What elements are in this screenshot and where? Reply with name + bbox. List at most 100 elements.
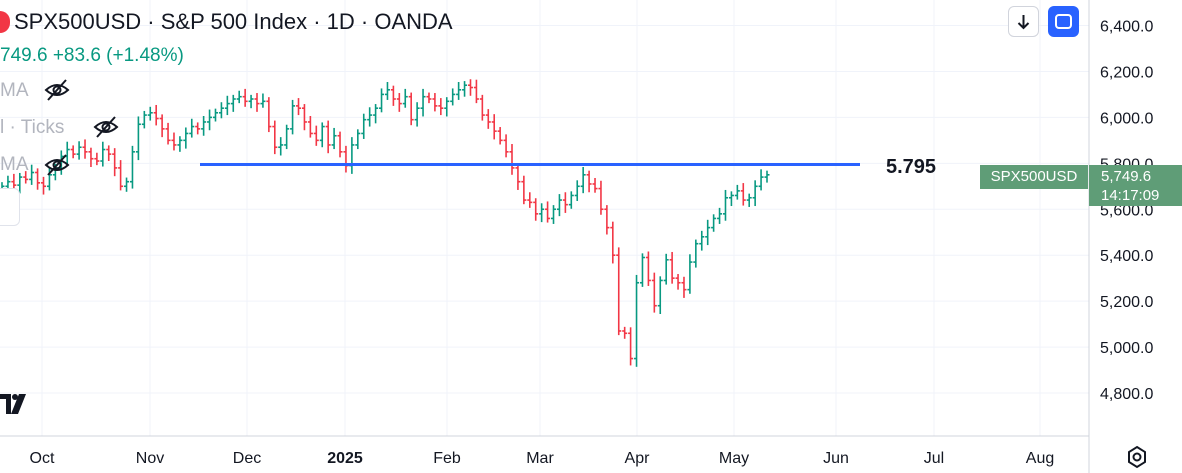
download-button[interactable] <box>1008 6 1039 37</box>
ohlc-bar <box>147 106 153 121</box>
ohlc-bar <box>141 110 147 129</box>
ohlc-bar <box>29 164 35 185</box>
quote-line: 749.6 +83.6 (+1.48%) <box>0 45 184 66</box>
ohlc-bar <box>639 253 645 287</box>
ohlc-bar <box>651 272 657 313</box>
ohlc-bar <box>207 109 213 131</box>
price-tick-label: 5,200.0 <box>1100 294 1153 311</box>
ohlc-bar <box>485 109 491 129</box>
ohlc-bar <box>177 136 183 152</box>
ohlc-bar <box>462 81 468 97</box>
time-tick-label: Dec <box>233 450 261 467</box>
price-tick-label: 6,400.0 <box>1100 19 1153 36</box>
ohlc-bar <box>527 192 533 208</box>
ohlc-bar <box>556 194 562 217</box>
ohlc-bar <box>562 192 568 213</box>
ohlc-bar <box>693 239 699 268</box>
ohlc-bar <box>598 180 604 215</box>
time-tick-label: Oct <box>30 450 55 467</box>
ohlc-bar <box>361 113 367 139</box>
ohlc-bar <box>189 118 195 138</box>
ohlc-bar <box>657 276 663 314</box>
ohlc-bar <box>473 79 479 104</box>
ohlc-bar <box>41 176 47 195</box>
time-tick-label: Jun <box>823 450 849 467</box>
ohlc-bar <box>616 247 622 336</box>
collapse-legend-button[interactable] <box>0 188 20 226</box>
eye-off-icon[interactable] <box>92 115 120 139</box>
eye-off-icon[interactable] <box>43 153 71 177</box>
time-tick-label: Feb <box>433 450 461 467</box>
ohlc-bar <box>551 205 557 224</box>
ohlc-bar <box>355 129 361 150</box>
ohlc-bar <box>70 145 76 159</box>
chart-title: SPX500USD · S&P 500 Index · 1D · OANDA <box>0 9 453 35</box>
indicator-label-3: MA <box>0 154 29 175</box>
ohlc-bar <box>313 125 319 146</box>
fullscreen-icon <box>1055 14 1072 29</box>
ohlc-bar <box>675 274 681 290</box>
ohlc-bar <box>248 94 254 109</box>
ohlc-bar <box>610 221 616 264</box>
ohlc-bar <box>758 169 764 191</box>
arrow-down-icon <box>1017 15 1030 30</box>
price-scale: 4,800.05,000.05,200.05,400.05,600.05,800… <box>1100 19 1153 404</box>
ohlc-bar <box>426 92 432 104</box>
ohlc-bar <box>592 178 598 193</box>
ohlc-bar <box>521 175 527 205</box>
ohlc-bar <box>337 131 343 158</box>
ohlc-bar <box>23 171 29 184</box>
price-tick-label: 6,000.0 <box>1100 110 1153 127</box>
bar-countdown: 14:17:09 <box>1101 187 1160 204</box>
tradingview-logo[interactable] <box>0 392 26 416</box>
ohlc-bar <box>379 88 385 113</box>
ohlc-bar <box>76 141 82 160</box>
ohlc-bar <box>450 88 456 106</box>
ohlc-bar <box>467 79 473 96</box>
ohlc-bar <box>266 97 272 133</box>
ohlc-bar <box>325 120 331 154</box>
ohlc-bar <box>503 134 509 158</box>
ohlc-bar <box>634 274 640 367</box>
time-scale: Oct Nov Dec 2025 Feb Mar Apr May Jun Jul Aug <box>30 450 1055 467</box>
ohlc-bar <box>343 145 349 173</box>
ohlc-bar <box>681 276 687 298</box>
ohlc-bar <box>46 166 52 191</box>
ohlc-bar <box>100 141 106 167</box>
ohlc-bar <box>218 102 224 119</box>
ohlc-bar <box>711 214 717 232</box>
ohlc-bar <box>764 170 770 183</box>
ohlc-bar <box>438 98 444 116</box>
settings-icon[interactable] <box>1125 445 1149 469</box>
ohlc-bar <box>604 205 610 235</box>
ohlc-bar <box>94 152 100 166</box>
time-tick-label: Mar <box>526 450 554 467</box>
ohlc-bar <box>296 98 302 116</box>
ohlc-bar <box>580 166 586 194</box>
horizontal-line-label: 5.795 <box>886 156 937 178</box>
price-tick-label: 4,800.0 <box>1100 386 1153 403</box>
ohlc-bar <box>444 97 450 117</box>
price-bars <box>0 79 770 367</box>
ohlc-bar <box>734 184 740 200</box>
ohlc-bar <box>171 132 177 151</box>
fullscreen-button[interactable] <box>1048 6 1079 37</box>
ohlc-bar <box>165 122 171 145</box>
ohlc-bar <box>331 127 337 150</box>
ohlc-bar <box>135 116 141 161</box>
ohlc-bar <box>319 122 325 148</box>
ohlc-bar <box>586 170 592 193</box>
ohlc-bar <box>663 253 669 285</box>
ohlc-bar <box>384 82 390 100</box>
ohlc-bar <box>124 177 130 192</box>
price-tick-label: 6,200.0 <box>1100 64 1153 81</box>
eye-off-icon[interactable] <box>43 78 71 102</box>
ohlc-bar <box>396 93 402 112</box>
ohlc-bar <box>533 198 539 221</box>
ohlc-bar <box>236 90 242 104</box>
ohlc-bar <box>260 93 266 108</box>
ohlc-bar <box>153 104 159 126</box>
chart-title-text: SPX500USD · S&P 500 Index · 1D · OANDA <box>14 9 453 34</box>
time-tick-label: Aug <box>1026 450 1054 467</box>
